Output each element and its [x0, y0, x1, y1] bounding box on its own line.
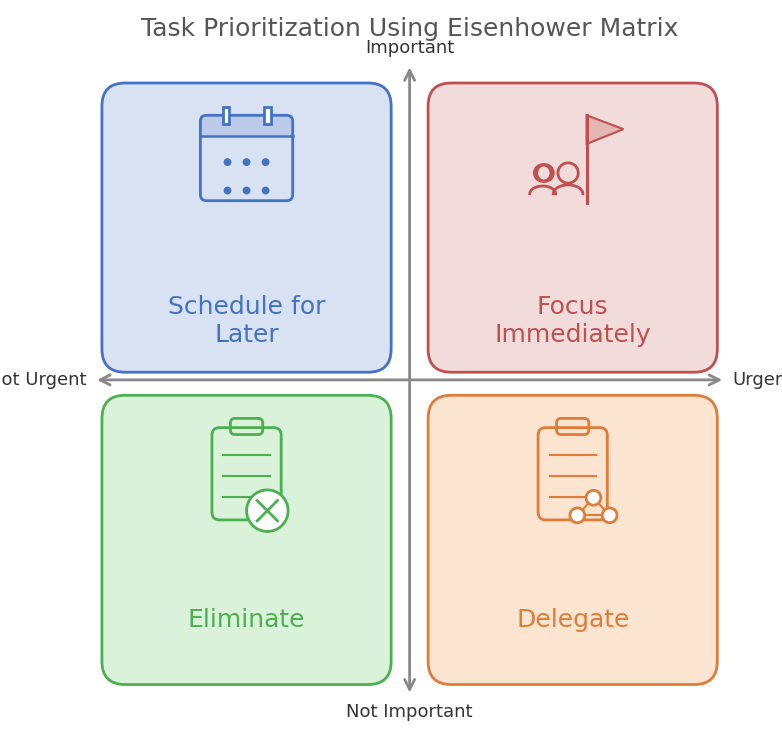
Circle shape [586, 490, 601, 505]
Text: Schedule for
Later: Schedule for Later [168, 295, 325, 347]
Polygon shape [586, 115, 623, 144]
Title: Task Prioritization Using Eisenhower Matrix: Task Prioritization Using Eisenhower Mat… [141, 17, 678, 41]
Circle shape [602, 508, 617, 523]
Circle shape [262, 159, 269, 165]
Circle shape [570, 508, 585, 523]
Circle shape [246, 490, 288, 531]
FancyBboxPatch shape [428, 396, 717, 685]
FancyBboxPatch shape [428, 83, 717, 372]
FancyBboxPatch shape [102, 396, 391, 685]
Text: Not Important: Not Important [346, 703, 473, 721]
Text: Important: Important [365, 39, 454, 57]
Polygon shape [200, 115, 292, 136]
Circle shape [224, 159, 231, 165]
Bar [264, 108, 271, 123]
Circle shape [224, 187, 231, 194]
Circle shape [262, 187, 269, 194]
Bar [223, 108, 229, 123]
Text: Focus
Immediately: Focus Immediately [494, 295, 651, 347]
Circle shape [243, 187, 249, 194]
Text: Delegate: Delegate [516, 607, 630, 632]
FancyBboxPatch shape [102, 83, 391, 372]
Circle shape [243, 159, 249, 165]
Text: Eliminate: Eliminate [188, 607, 305, 632]
Text: Urgent: Urgent [733, 371, 782, 389]
Text: Not Urgent: Not Urgent [0, 371, 87, 389]
